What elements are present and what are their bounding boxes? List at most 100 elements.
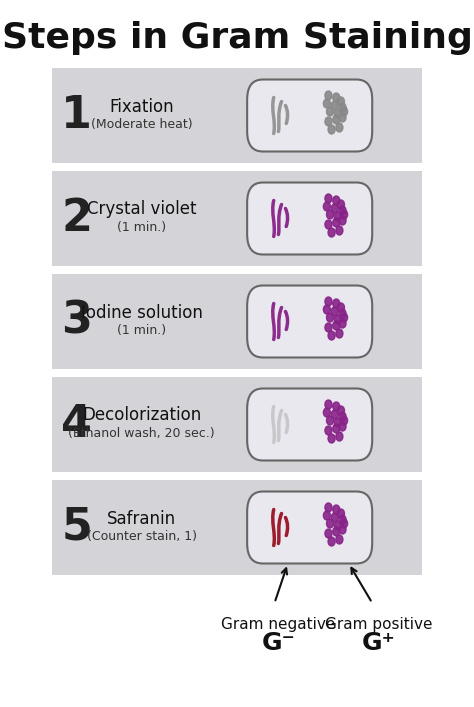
Circle shape bbox=[337, 509, 345, 518]
Circle shape bbox=[339, 309, 346, 318]
Circle shape bbox=[340, 416, 347, 425]
Circle shape bbox=[339, 412, 346, 421]
Text: 2: 2 bbox=[61, 197, 92, 240]
Circle shape bbox=[336, 329, 343, 338]
Circle shape bbox=[340, 107, 347, 116]
Circle shape bbox=[325, 297, 332, 306]
Circle shape bbox=[339, 525, 346, 534]
Text: 5: 5 bbox=[61, 506, 92, 549]
Circle shape bbox=[333, 505, 340, 514]
Circle shape bbox=[325, 194, 332, 203]
Circle shape bbox=[325, 529, 332, 538]
Text: Gram negative: Gram negative bbox=[221, 617, 336, 633]
Circle shape bbox=[339, 319, 346, 328]
FancyBboxPatch shape bbox=[52, 377, 422, 472]
Circle shape bbox=[323, 305, 330, 314]
Text: 4: 4 bbox=[61, 403, 92, 446]
Text: Safranin: Safranin bbox=[107, 510, 176, 527]
Circle shape bbox=[328, 434, 335, 443]
Circle shape bbox=[334, 212, 341, 221]
Text: Gram positive: Gram positive bbox=[325, 617, 432, 633]
Circle shape bbox=[334, 418, 341, 427]
Circle shape bbox=[337, 200, 345, 209]
Text: (1 min.): (1 min.) bbox=[117, 324, 166, 337]
Circle shape bbox=[340, 210, 347, 219]
Circle shape bbox=[325, 503, 332, 512]
Circle shape bbox=[337, 97, 345, 106]
Circle shape bbox=[327, 519, 334, 528]
Circle shape bbox=[336, 535, 343, 544]
Circle shape bbox=[334, 521, 341, 530]
Circle shape bbox=[328, 331, 335, 340]
Circle shape bbox=[327, 313, 334, 322]
Circle shape bbox=[331, 513, 338, 522]
Circle shape bbox=[333, 424, 340, 433]
Circle shape bbox=[327, 416, 334, 425]
Circle shape bbox=[333, 527, 340, 536]
Circle shape bbox=[328, 537, 335, 546]
Circle shape bbox=[336, 432, 343, 441]
FancyBboxPatch shape bbox=[52, 480, 422, 575]
Circle shape bbox=[336, 123, 343, 132]
Circle shape bbox=[331, 101, 338, 110]
Text: G⁺: G⁺ bbox=[362, 631, 395, 655]
Circle shape bbox=[333, 115, 340, 124]
Circle shape bbox=[340, 519, 347, 528]
Circle shape bbox=[334, 109, 341, 118]
FancyBboxPatch shape bbox=[52, 274, 422, 369]
Text: Decolorization: Decolorization bbox=[82, 407, 201, 424]
FancyBboxPatch shape bbox=[52, 68, 422, 163]
Circle shape bbox=[339, 216, 346, 225]
Text: G⁻: G⁻ bbox=[262, 631, 295, 655]
Circle shape bbox=[337, 303, 345, 312]
Circle shape bbox=[325, 400, 332, 409]
Circle shape bbox=[325, 323, 332, 332]
Circle shape bbox=[328, 228, 335, 237]
Text: Fixation: Fixation bbox=[109, 98, 174, 115]
Circle shape bbox=[333, 218, 340, 227]
Text: (Ethanol wash, 20 sec.): (Ethanol wash, 20 sec.) bbox=[68, 427, 215, 440]
Circle shape bbox=[327, 210, 334, 219]
Text: Steps in Gram Staining: Steps in Gram Staining bbox=[1, 21, 473, 55]
Circle shape bbox=[334, 315, 341, 324]
FancyBboxPatch shape bbox=[247, 182, 372, 255]
Text: 1: 1 bbox=[61, 94, 92, 137]
FancyBboxPatch shape bbox=[247, 389, 372, 460]
FancyBboxPatch shape bbox=[247, 491, 372, 563]
Circle shape bbox=[331, 307, 338, 316]
Circle shape bbox=[323, 511, 330, 520]
Circle shape bbox=[325, 220, 332, 229]
Text: Iodine solution: Iodine solution bbox=[81, 303, 202, 322]
FancyBboxPatch shape bbox=[247, 79, 372, 151]
Circle shape bbox=[333, 93, 340, 102]
Text: (Counter stain, 1): (Counter stain, 1) bbox=[87, 530, 197, 543]
Circle shape bbox=[323, 408, 330, 417]
Circle shape bbox=[339, 422, 346, 431]
Circle shape bbox=[337, 406, 345, 415]
Circle shape bbox=[340, 313, 347, 322]
Circle shape bbox=[339, 206, 346, 215]
Text: Crystal violet: Crystal violet bbox=[87, 201, 196, 218]
Circle shape bbox=[331, 204, 338, 213]
Circle shape bbox=[327, 107, 334, 116]
FancyBboxPatch shape bbox=[52, 171, 422, 266]
Circle shape bbox=[323, 202, 330, 211]
Circle shape bbox=[325, 117, 332, 126]
Text: (Moderate heat): (Moderate heat) bbox=[91, 118, 192, 131]
Circle shape bbox=[333, 299, 340, 308]
Circle shape bbox=[339, 103, 346, 112]
Circle shape bbox=[333, 196, 340, 205]
Circle shape bbox=[325, 426, 332, 435]
Circle shape bbox=[339, 515, 346, 524]
Circle shape bbox=[333, 321, 340, 330]
Circle shape bbox=[328, 125, 335, 134]
Text: (1 min.): (1 min.) bbox=[117, 221, 166, 234]
Circle shape bbox=[323, 99, 330, 108]
Circle shape bbox=[339, 113, 346, 122]
Circle shape bbox=[331, 410, 338, 419]
Circle shape bbox=[336, 226, 343, 235]
FancyBboxPatch shape bbox=[52, 588, 422, 707]
FancyBboxPatch shape bbox=[247, 286, 372, 358]
Circle shape bbox=[333, 402, 340, 411]
Circle shape bbox=[325, 91, 332, 100]
